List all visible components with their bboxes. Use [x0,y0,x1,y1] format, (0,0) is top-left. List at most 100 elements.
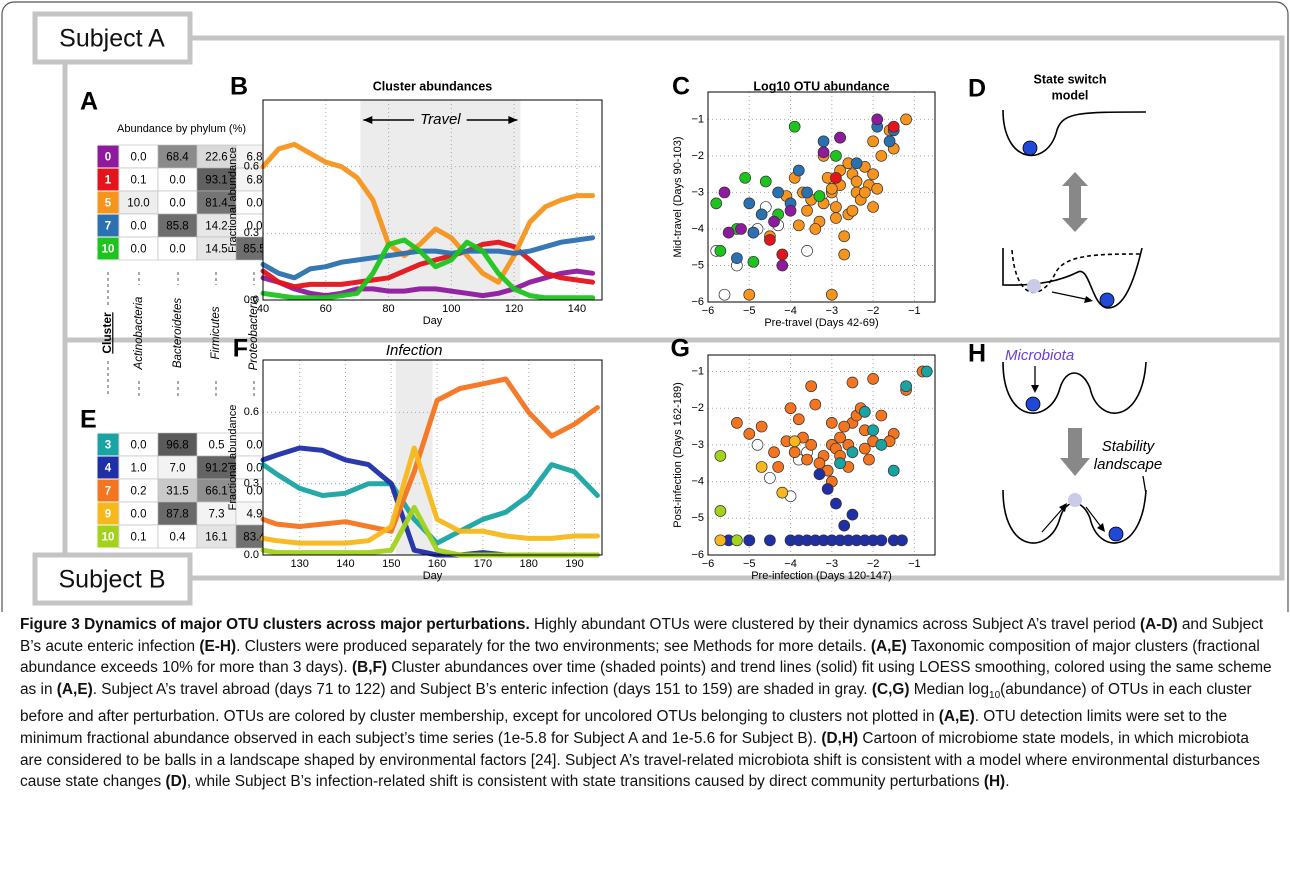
cell-value: 0.0 [131,244,147,256]
x-tick-label: −2 [867,305,880,317]
point [867,135,879,148]
cell-value: 10.0 [127,198,149,210]
arrow-head [1084,296,1093,303]
caption-panel-ref: (D) [165,773,187,791]
point [846,508,859,521]
cell-value: 0.2 [131,486,147,498]
cell-value: 7.3 [209,509,225,521]
caption-text: . OTU detection limits were set to the m… [20,708,1232,748]
point [900,113,912,126]
y-tick-label: −3 [691,439,704,451]
y-tick-label: −5 [691,259,704,271]
cell-value: 6.8 [247,175,263,187]
cell-value: 0.1 [131,532,147,544]
landscape [1002,109,1147,157]
point [801,186,813,199]
trend-line [260,376,600,534]
point [768,446,780,459]
column-header: Bacteroidetes [172,298,184,369]
point [764,472,776,484]
point [875,534,888,547]
point [875,409,888,422]
x-tick-label: −1 [908,558,921,570]
point [751,439,764,451]
point [792,164,805,177]
point [846,376,859,389]
frame-b [190,340,1285,581]
landscape [1002,361,1147,414]
point [838,248,851,261]
caption-text: (abundance) of OTUs in each cluster befo… [20,680,1256,726]
caption-text: . [1005,773,1010,791]
x-tick-label: −4 [784,305,797,317]
caption-text: . Subject A’s travel abroad (days 71 to … [92,680,872,698]
cell-value: 81.4 [205,198,228,210]
point [743,288,756,301]
cell-value: 85.5 [243,244,265,256]
x-axis-label: Pre-travel (Days 42-69) [764,317,878,329]
point [805,380,818,393]
x-tick-label: 40 [257,303,269,315]
point [850,175,863,188]
cell-value: 0.0 [131,221,147,233]
caption-text: Highly abundant OTUs were clustered by t… [529,616,1140,633]
point [801,204,813,217]
cell-value: 0.0 [247,198,263,210]
cell-value: 68.4 [166,152,189,164]
point [838,230,851,243]
point [830,497,842,510]
point [830,201,842,213]
chart-title: Log10 OTU abundance [753,79,889,93]
column-header: Proteobacteria [248,296,260,371]
point [863,453,875,466]
point [788,435,801,448]
caption-panel-ref: (A,E) [938,708,975,726]
point [788,120,801,133]
plot-frame [707,354,936,556]
cell-value: 0.0 [170,244,186,256]
caption-panel-ref: (A,E) [870,637,907,655]
point [714,245,727,257]
cell-value: 4.9 [247,509,263,521]
y-tick-label: 0.6 [244,161,259,173]
cell-value: 0.0 [247,440,263,452]
chart: −6 −5 −4 −3 −2 −1−6−5−4−3−2−1C Log10 OTU abund… [672,73,936,329]
plot-frame [262,99,603,301]
diagram-title: State switch [1034,72,1107,86]
panel-letter: D [968,75,986,103]
point [858,442,871,455]
caption-panel-ref: (H) [983,773,1006,791]
column-header: Actinobacteria [133,297,145,371]
ball [1108,526,1124,542]
point [846,446,859,459]
point [714,505,727,517]
y-axis-label: Fractional abundance [227,405,239,511]
y-tick-label: −1 [691,365,704,377]
stability-label: Stability [1102,438,1156,455]
point [813,190,826,202]
shaded-span [395,360,433,555]
frame-a [65,35,1285,343]
point [875,150,888,162]
y-tick-label: 0.3 [244,478,259,490]
cell-value: 7.0 [170,463,186,475]
double-arrow [1062,172,1088,232]
cluster-id: 1 [105,175,112,187]
cell-value: 0.0 [170,198,186,210]
stability-label: landscape [1094,456,1162,473]
y-tick-label: 0.0 [244,549,259,561]
subject-a-box [32,11,193,65]
caption-text: Median log [909,680,990,698]
ball [1025,396,1041,412]
point [867,168,879,181]
cell-value: 0.4 [170,532,187,544]
point [768,215,780,228]
microbiota-label: Microbiota [1005,347,1074,364]
diagram-d: D State switch model [968,72,1147,309]
caption-subscript: 10 [989,689,1001,701]
column-header: Firmicutes [210,306,222,359]
point [813,468,826,481]
x-tick-label: −6 [702,558,715,570]
cell-value: 66.1 [205,486,227,498]
